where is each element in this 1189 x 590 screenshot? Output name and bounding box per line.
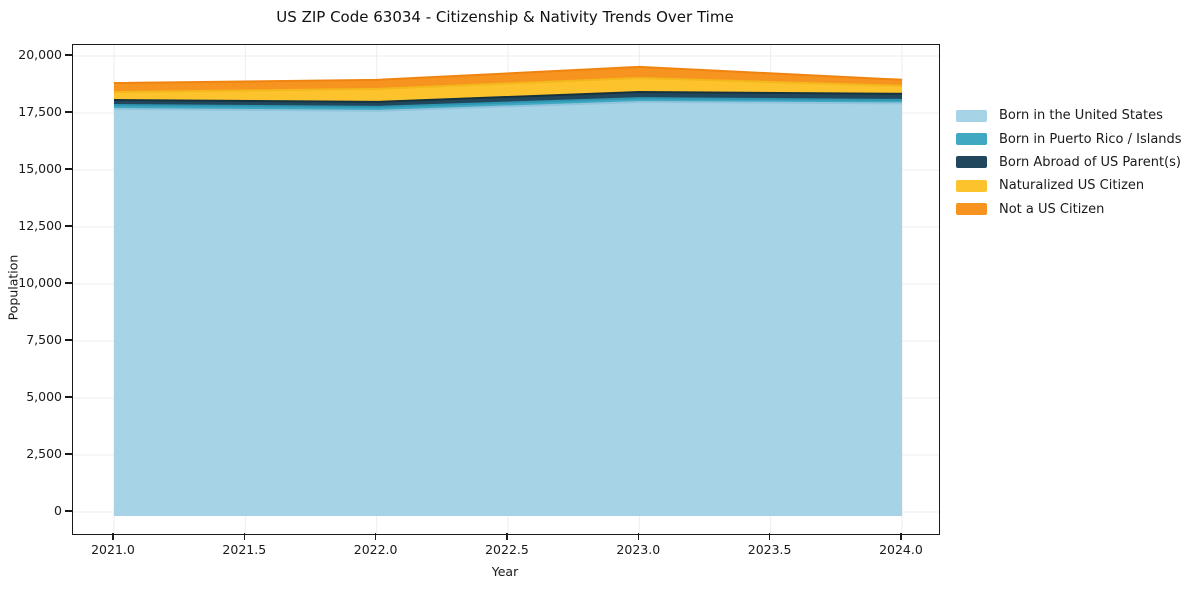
- x-axis-title: Year: [491, 564, 519, 579]
- y-tick-label: 5,000: [26, 388, 62, 404]
- y-axis-title: Population: [5, 254, 21, 321]
- y-tick-mark: [65, 453, 72, 455]
- legend-swatch: [956, 109, 987, 122]
- y-tick-label: 0: [54, 502, 62, 518]
- x-tick-mark: [768, 533, 771, 540]
- x-tick-label: 2024.0: [879, 542, 923, 557]
- plot-area: [72, 44, 940, 535]
- x-tick-mark: [637, 533, 640, 540]
- y-tick-mark: [65, 168, 72, 170]
- area-1: [114, 98, 902, 111]
- y-tick-mark: [65, 396, 72, 398]
- area-edge-3: [113, 77, 903, 93]
- legend-item: Born Abroad of US Parent(s): [956, 151, 1182, 174]
- area-edge-2: [113, 91, 903, 103]
- legend-label: Naturalized US Citizen: [999, 178, 1145, 194]
- legend-swatch: [956, 179, 987, 192]
- y-tick-label: 12,500: [18, 217, 62, 233]
- x-tick-label: 2023.5: [747, 542, 792, 557]
- y-tick-mark: [65, 339, 72, 341]
- y-tick-label: 10,000: [18, 274, 62, 290]
- y-tick-mark: [65, 111, 72, 113]
- area-0: [114, 102, 902, 516]
- y-tick-mark: [65, 282, 72, 284]
- legend-item: Not a US Citizen: [956, 198, 1182, 221]
- chart-title: US ZIP Code 63034 - Citizenship & Nativi…: [276, 8, 734, 26]
- area-edge-4: [113, 65, 903, 84]
- legend-label: Born Abroad of US Parent(s): [999, 154, 1181, 170]
- legend: Born in the United States Born in Puerto …: [956, 104, 1182, 221]
- x-tick-mark: [900, 533, 902, 540]
- y-tick-mark: [65, 510, 72, 512]
- y-tick-label: 7,500: [26, 331, 62, 347]
- area-edge-1: [113, 97, 903, 108]
- plot-canvas: [73, 45, 939, 534]
- area-4: [114, 66, 902, 92]
- legend-item: Naturalized US Citizen: [956, 174, 1182, 197]
- x-tick-label: 2021.5: [222, 542, 267, 557]
- x-tick-mark: [506, 533, 508, 540]
- legend-item: Born in the United States: [956, 104, 1182, 127]
- legend-label: Born in the United States: [999, 108, 1163, 124]
- legend-swatch: [956, 203, 987, 216]
- x-tick-label: 2022.5: [485, 542, 529, 557]
- x-tick-mark: [112, 533, 114, 540]
- y-tick-label: 2,500: [26, 445, 62, 461]
- legend-swatch: [956, 133, 987, 146]
- legend-label: Born in Puerto Rico / Islands: [999, 131, 1182, 147]
- x-tick-label: 2021.0: [91, 542, 135, 557]
- y-tick-mark: [65, 54, 72, 56]
- x-tick-mark: [243, 533, 246, 540]
- y-tick-label: 17,500: [18, 103, 62, 119]
- legend-label: Not a US Citizen: [999, 201, 1105, 217]
- area-edge-0: [113, 101, 903, 112]
- legend-swatch: [956, 156, 987, 169]
- y-tick-mark: [65, 225, 72, 227]
- legend-item: Born in Puerto Rico / Islands: [956, 127, 1182, 150]
- y-tick-label: 20,000: [18, 46, 62, 62]
- x-tick-label: 2023.0: [616, 542, 661, 557]
- x-tick-label: 2022.0: [353, 542, 398, 557]
- area-2: [114, 92, 902, 107]
- x-tick-mark: [374, 533, 377, 540]
- y-tick-label: 15,000: [18, 160, 62, 176]
- area-3: [114, 78, 902, 102]
